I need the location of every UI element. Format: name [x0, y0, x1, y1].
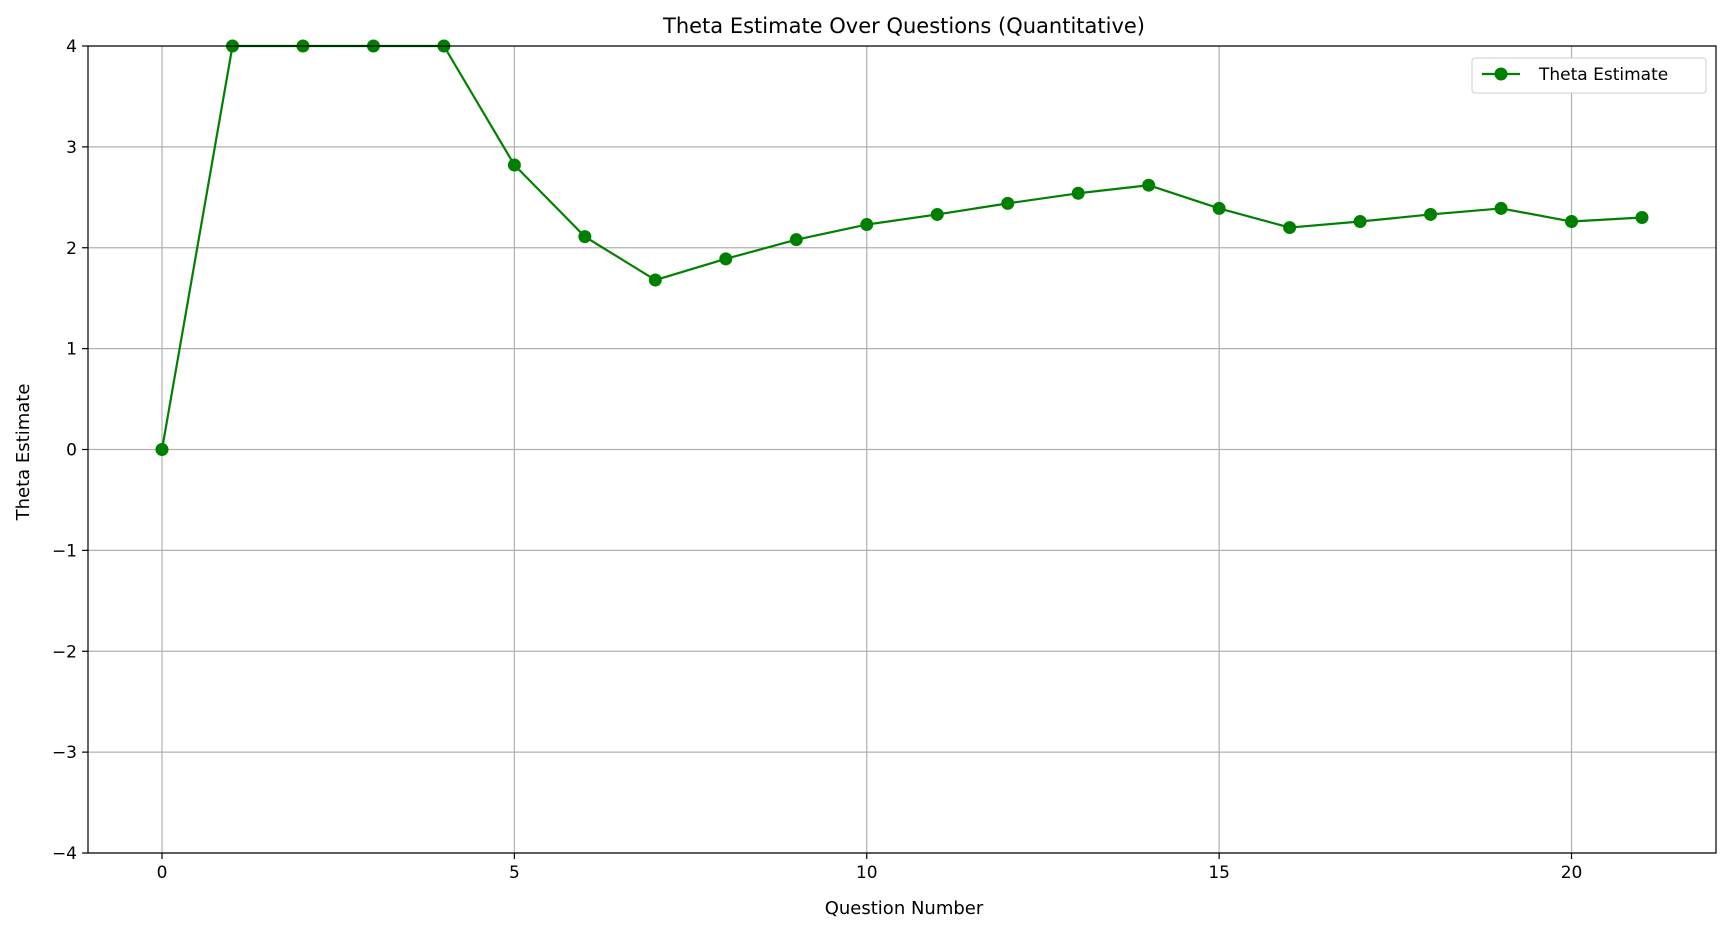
legend: Theta Estimate — [1471, 57, 1707, 94]
y-tick-label: 0 — [66, 441, 77, 461]
legend-box — [1471, 57, 1707, 94]
y-tick-label: −2 — [52, 642, 77, 662]
data-point — [1001, 196, 1015, 210]
data-point — [1353, 215, 1367, 229]
chart-title: Theta Estimate Over Questions (Quantitat… — [662, 14, 1145, 38]
x-tick-label: 5 — [509, 863, 520, 883]
y-tick-label: 4 — [66, 37, 77, 57]
x-tick-label: 0 — [157, 863, 168, 883]
x-tick-label: 15 — [1208, 863, 1230, 883]
data-point — [1071, 186, 1085, 200]
ticks: 0 5 10 15 20 −4 −3 −2 −1 0 1 2 3 4 — [52, 37, 1582, 883]
data-point — [1494, 201, 1508, 215]
data-point — [648, 273, 662, 287]
legend-label: Theta Estimate — [1538, 65, 1668, 85]
data-point — [1635, 210, 1649, 224]
data-point — [1565, 215, 1579, 229]
y-tick-label: 1 — [66, 340, 77, 360]
data-point — [930, 207, 944, 221]
data-point — [789, 233, 803, 247]
data-point — [860, 218, 874, 232]
legend-marker-swatch — [1494, 67, 1508, 81]
y-tick-label: −1 — [52, 541, 77, 561]
data-point — [1142, 178, 1156, 192]
y-tick-label: 2 — [66, 239, 77, 259]
y-tick-label: −3 — [52, 743, 77, 763]
data-point — [719, 252, 733, 266]
data-point — [155, 443, 169, 456]
y-axis-label: Theta Estimate — [13, 384, 34, 522]
data-point — [578, 230, 592, 244]
x-axis-label: Question Number — [825, 898, 984, 919]
x-tick-label: 20 — [1561, 863, 1583, 883]
data-point — [1283, 221, 1297, 235]
y-tick-label: −4 — [52, 844, 77, 864]
data-point — [1212, 201, 1226, 215]
data-point — [507, 158, 521, 172]
y-tick-label: 3 — [66, 138, 77, 158]
data-point — [1424, 207, 1438, 221]
x-tick-label: 10 — [856, 863, 878, 883]
